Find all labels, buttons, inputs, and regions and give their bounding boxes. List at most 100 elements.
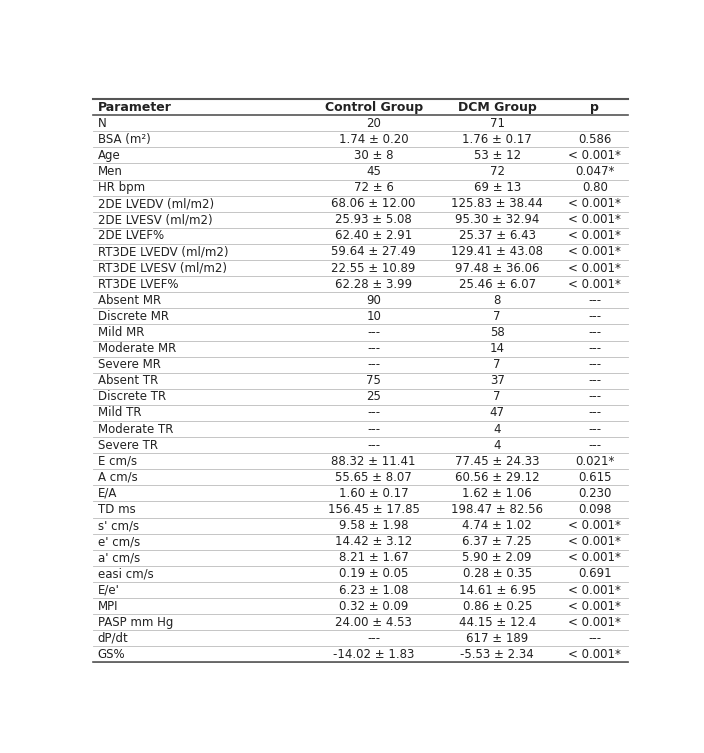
Text: 10: 10 [366, 310, 381, 323]
Text: 156.45 ± 17.85: 156.45 ± 17.85 [327, 503, 420, 516]
Text: ---: --- [589, 374, 601, 387]
Text: ---: --- [367, 407, 380, 419]
Text: < 0.001*: < 0.001* [568, 584, 622, 596]
Text: PASP mm Hg: PASP mm Hg [98, 616, 173, 629]
Text: ---: --- [367, 632, 380, 645]
Text: 0.19 ± 0.05: 0.19 ± 0.05 [339, 568, 408, 581]
Text: 0.230: 0.230 [578, 487, 612, 500]
Text: 1.62 ± 1.06: 1.62 ± 1.06 [463, 487, 532, 500]
Text: ---: --- [589, 342, 601, 355]
Text: 198.47 ± 82.56: 198.47 ± 82.56 [451, 503, 543, 516]
Text: Absent TR: Absent TR [98, 374, 158, 387]
Text: 72: 72 [490, 165, 505, 178]
Text: E/A: E/A [98, 487, 117, 500]
Text: 47: 47 [490, 407, 505, 419]
Text: < 0.001*: < 0.001* [568, 648, 622, 661]
Text: Mild TR: Mild TR [98, 407, 142, 419]
Text: 9.58 ± 1.98: 9.58 ± 1.98 [339, 519, 408, 532]
Text: Discrete TR: Discrete TR [98, 390, 166, 404]
Text: 125.83 ± 38.44: 125.83 ± 38.44 [451, 197, 543, 210]
Text: ---: --- [367, 439, 380, 452]
Text: 129.41 ± 43.08: 129.41 ± 43.08 [451, 245, 543, 258]
Text: 25.37 ± 6.43: 25.37 ± 6.43 [459, 230, 536, 242]
Text: 2DE LVESV (ml/m2): 2DE LVESV (ml/m2) [98, 213, 213, 227]
Text: < 0.001*: < 0.001* [568, 278, 622, 291]
Text: ---: --- [367, 422, 380, 435]
Text: ---: --- [367, 342, 380, 355]
Text: 60.56 ± 29.12: 60.56 ± 29.12 [455, 471, 539, 484]
Text: 30 ± 8: 30 ± 8 [354, 149, 394, 162]
Text: dP/dt: dP/dt [98, 632, 129, 645]
Text: E cm/s: E cm/s [98, 455, 137, 468]
Text: 97.48 ± 36.06: 97.48 ± 36.06 [455, 261, 539, 275]
Text: Severe TR: Severe TR [98, 439, 158, 452]
Text: Age: Age [98, 149, 120, 162]
Text: 14.42 ± 3.12: 14.42 ± 3.12 [335, 535, 413, 548]
Text: 69 ± 13: 69 ± 13 [474, 181, 521, 194]
Text: 5.90 ± 2.09: 5.90 ± 2.09 [463, 551, 532, 564]
Text: Severe MR: Severe MR [98, 358, 161, 371]
Text: < 0.001*: < 0.001* [568, 261, 622, 275]
Text: 8: 8 [494, 294, 501, 306]
Text: ---: --- [589, 294, 601, 306]
Text: 0.047*: 0.047* [575, 165, 615, 178]
Text: 90: 90 [366, 294, 381, 306]
Text: Men: Men [98, 165, 122, 178]
Text: 6.37 ± 7.25: 6.37 ± 7.25 [463, 535, 532, 548]
Text: a' cm/s: a' cm/s [98, 551, 140, 564]
Text: 22.55 ± 10.89: 22.55 ± 10.89 [332, 261, 416, 275]
Text: 0.86 ± 0.25: 0.86 ± 0.25 [463, 599, 532, 613]
Text: DCM Group: DCM Group [458, 101, 536, 114]
Text: 72 ± 6: 72 ± 6 [353, 181, 394, 194]
Text: 53 ± 12: 53 ± 12 [474, 149, 521, 162]
Text: 62.28 ± 3.99: 62.28 ± 3.99 [335, 278, 412, 291]
Text: E/e': E/e' [98, 584, 120, 596]
Text: Control Group: Control Group [325, 101, 422, 114]
Text: 25.46 ± 6.07: 25.46 ± 6.07 [458, 278, 536, 291]
Text: 68.06 ± 12.00: 68.06 ± 12.00 [332, 197, 416, 210]
Text: 2DE LVEF%: 2DE LVEF% [98, 230, 164, 242]
Text: Parameter: Parameter [98, 101, 172, 114]
Text: < 0.001*: < 0.001* [568, 245, 622, 258]
Text: 25.93 ± 5.08: 25.93 ± 5.08 [335, 213, 412, 227]
Text: < 0.001*: < 0.001* [568, 213, 622, 227]
Text: < 0.001*: < 0.001* [568, 599, 622, 613]
Text: 88.32 ± 11.41: 88.32 ± 11.41 [332, 455, 416, 468]
Text: 6.23 ± 1.08: 6.23 ± 1.08 [339, 584, 408, 596]
Text: < 0.001*: < 0.001* [568, 535, 622, 548]
Text: HR bpm: HR bpm [98, 181, 145, 194]
Text: 4.74 ± 1.02: 4.74 ± 1.02 [463, 519, 532, 532]
Text: MPI: MPI [98, 599, 118, 613]
Text: ---: --- [589, 310, 601, 323]
Text: 617 ± 189: 617 ± 189 [466, 632, 528, 645]
Text: -5.53 ± 2.34: -5.53 ± 2.34 [460, 648, 534, 661]
Text: Moderate MR: Moderate MR [98, 342, 176, 355]
Text: ---: --- [589, 326, 601, 339]
Text: < 0.001*: < 0.001* [568, 551, 622, 564]
Text: 1.76 ± 0.17: 1.76 ± 0.17 [463, 133, 532, 146]
Text: ---: --- [589, 439, 601, 452]
Text: 0.691: 0.691 [578, 568, 612, 581]
Text: < 0.001*: < 0.001* [568, 616, 622, 629]
Text: 0.80: 0.80 [582, 181, 608, 194]
Text: 8.21 ± 1.67: 8.21 ± 1.67 [339, 551, 408, 564]
Text: TD ms: TD ms [98, 503, 136, 516]
Text: 7: 7 [494, 310, 501, 323]
Text: 25: 25 [366, 390, 381, 404]
Text: 4: 4 [494, 422, 501, 435]
Text: easi cm/s: easi cm/s [98, 568, 153, 581]
Text: 1.74 ± 0.20: 1.74 ± 0.20 [339, 133, 408, 146]
Text: 7: 7 [494, 390, 501, 404]
Text: e' cm/s: e' cm/s [98, 535, 140, 548]
Text: 55.65 ± 8.07: 55.65 ± 8.07 [335, 471, 412, 484]
Text: Moderate TR: Moderate TR [98, 422, 173, 435]
Text: ---: --- [589, 407, 601, 419]
Text: BSA (m²): BSA (m²) [98, 133, 151, 146]
Text: 0.021*: 0.021* [575, 455, 615, 468]
Text: RT3DE LVEDV (ml/m2): RT3DE LVEDV (ml/m2) [98, 245, 228, 258]
Text: N: N [98, 117, 106, 130]
Text: 14: 14 [490, 342, 505, 355]
Text: 44.15 ± 12.4: 44.15 ± 12.4 [458, 616, 536, 629]
Text: 59.64 ± 27.49: 59.64 ± 27.49 [332, 245, 416, 258]
Text: 95.30 ± 32.94: 95.30 ± 32.94 [455, 213, 539, 227]
